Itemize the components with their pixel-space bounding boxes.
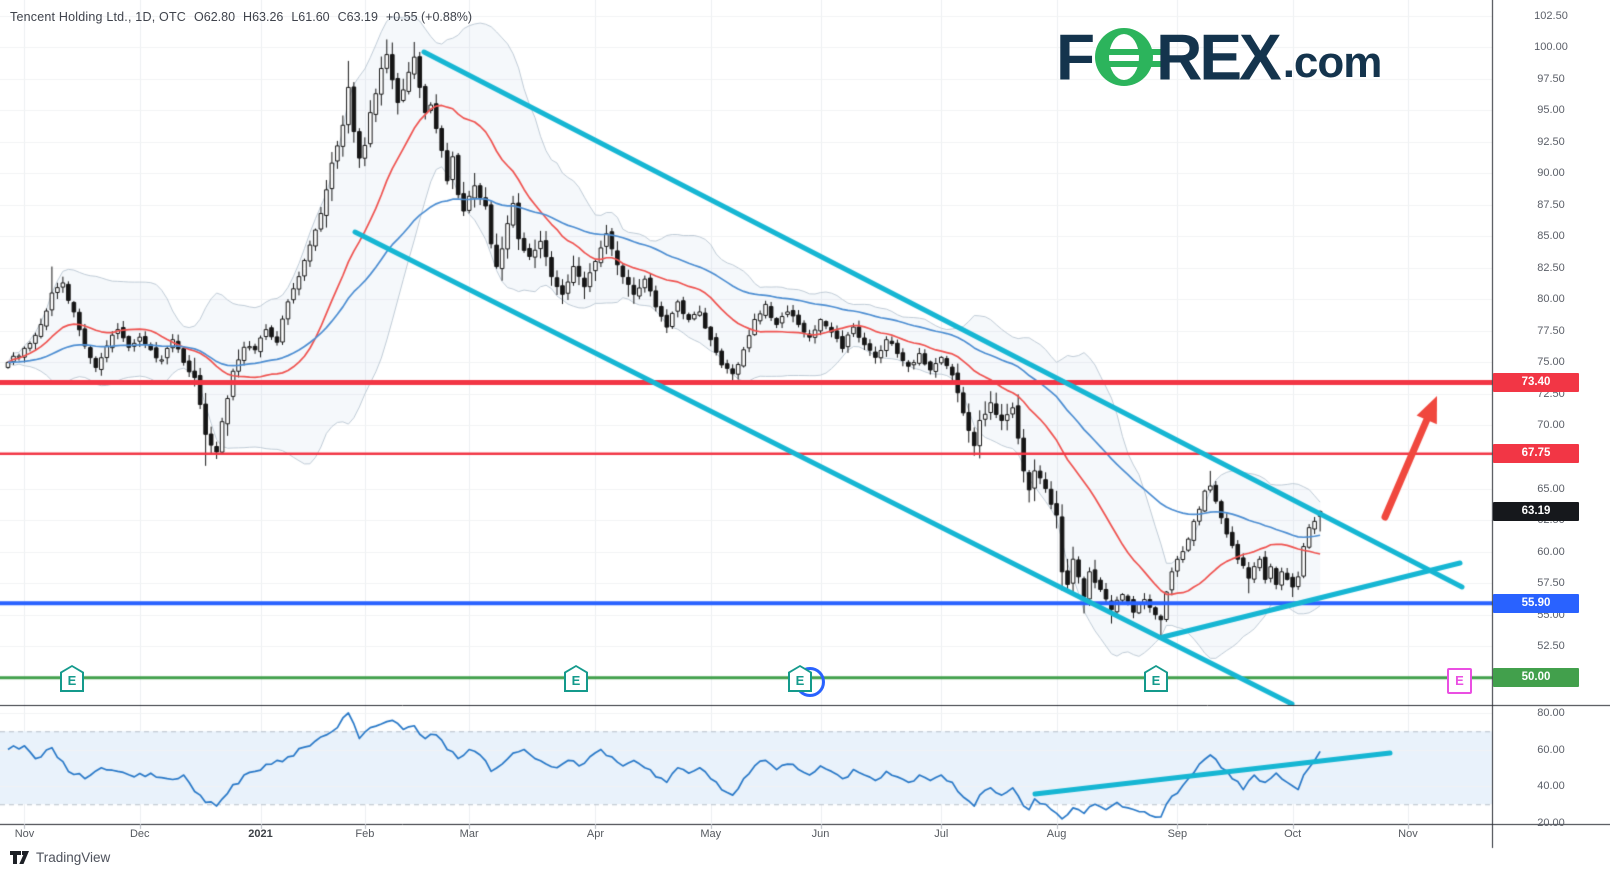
tradingview-icon xyxy=(10,851,29,864)
price-axis-tick-label[interactable]: 70.00 xyxy=(1537,419,1565,432)
price-axis-tick-label[interactable]: 77.50 xyxy=(1537,324,1565,337)
ohlc-open: O62.80 xyxy=(194,10,236,24)
time-axis-month-label[interactable]: Sep xyxy=(1167,828,1188,840)
price-axis-tick-label[interactable]: 60.00 xyxy=(1537,545,1565,558)
time-axis-month-label[interactable]: 2021 xyxy=(248,828,273,840)
time-axis-month-label[interactable]: Jun xyxy=(811,828,830,840)
price-axis-tick-label[interactable]: 80.00 xyxy=(1537,293,1565,306)
rsi-axis-tick-label[interactable]: 60.00 xyxy=(1537,743,1565,756)
price-level-label[interactable]: 73.40 xyxy=(1493,373,1579,393)
time-axis-month-label[interactable]: Oct xyxy=(1284,828,1302,840)
time-axis-month-label[interactable]: Mar xyxy=(459,828,479,840)
forex-logo-o-icon xyxy=(1095,28,1164,86)
price-axis-tick-label[interactable]: 92.50 xyxy=(1537,135,1565,148)
symbol-name[interactable]: Tencent Holding Ltd., 1D, OTC xyxy=(10,10,187,24)
price-axis-tick-label[interactable]: 95.00 xyxy=(1537,104,1565,117)
earnings-badge[interactable]: E xyxy=(564,665,588,692)
price-axis-tick-label[interactable]: 102.50 xyxy=(1534,9,1568,22)
rsi-axis-tick-label[interactable]: 80.00 xyxy=(1537,707,1565,719)
forex-watermark-logo: F REX .com xyxy=(1056,20,1383,94)
time-axis-month-label[interactable]: Nov xyxy=(1398,828,1418,840)
time-axis-month-label[interactable]: Dec xyxy=(129,828,150,840)
earnings-badge[interactable]: E xyxy=(60,665,84,692)
price-axis-tick-label[interactable]: 75.00 xyxy=(1537,356,1565,369)
symbol-title[interactable]: Tencent Holding Ltd., 1D, OTC O62.80 H63… xyxy=(10,10,472,24)
price-level-label[interactable]: 50.00 xyxy=(1493,668,1579,688)
time-axis-month-label[interactable]: Apr xyxy=(586,828,604,840)
rsi-axis-tick-label[interactable]: 40.00 xyxy=(1537,780,1565,792)
tradingview-label: TradingView xyxy=(36,850,111,865)
forex-logo-f: F xyxy=(1056,20,1095,94)
time-axis-month-label[interactable]: Aug xyxy=(1046,828,1067,840)
ohlc-close: C63.19 xyxy=(337,10,378,24)
earnings-badge[interactable]: E xyxy=(1144,665,1168,692)
price-level-label[interactable]: 55.90 xyxy=(1493,593,1579,613)
ohlc-low: L61.60 xyxy=(291,10,330,24)
ohlc-high: H63.26 xyxy=(243,10,284,24)
price-axis-tick-label[interactable]: 87.50 xyxy=(1537,198,1565,211)
price-axis-tick-label[interactable]: 82.50 xyxy=(1537,261,1565,274)
time-axis-month-label[interactable]: Feb xyxy=(355,828,375,840)
tradingview-attribution[interactable]: TradingView xyxy=(9,850,110,865)
price-axis-tick-label[interactable]: 52.50 xyxy=(1537,640,1565,653)
price-axis-tick-label[interactable]: 85.00 xyxy=(1537,230,1565,243)
time-axis-month-label[interactable]: May xyxy=(700,828,722,840)
price-axis-tick-label[interactable]: 97.50 xyxy=(1537,72,1565,85)
forex-logo-tld: .com xyxy=(1282,38,1383,87)
rsi-axis-tick-label[interactable]: 20.00 xyxy=(1537,816,1565,829)
time-axis-month-label[interactable]: Jul xyxy=(934,828,949,840)
price-axis-tick-label[interactable]: 90.00 xyxy=(1537,167,1565,180)
time-axis-month-label[interactable]: Nov xyxy=(14,828,35,840)
earnings-badge[interactable]: E xyxy=(788,665,812,692)
earnings-badge-pink[interactable]: E xyxy=(1447,668,1472,694)
price-axis-tick-label[interactable]: 57.50 xyxy=(1537,577,1565,590)
price-axis-tick-label[interactable]: 100.00 xyxy=(1534,41,1568,54)
price-level-label[interactable]: 67.75 xyxy=(1493,444,1579,464)
forex-logo-rex: REX xyxy=(1156,20,1282,94)
price-axis-tick-label[interactable]: 65.00 xyxy=(1537,482,1565,495)
ohlc-change: +0.55 (+0.88%) xyxy=(385,10,473,24)
last-price-label[interactable]: 63.19 xyxy=(1493,501,1579,521)
